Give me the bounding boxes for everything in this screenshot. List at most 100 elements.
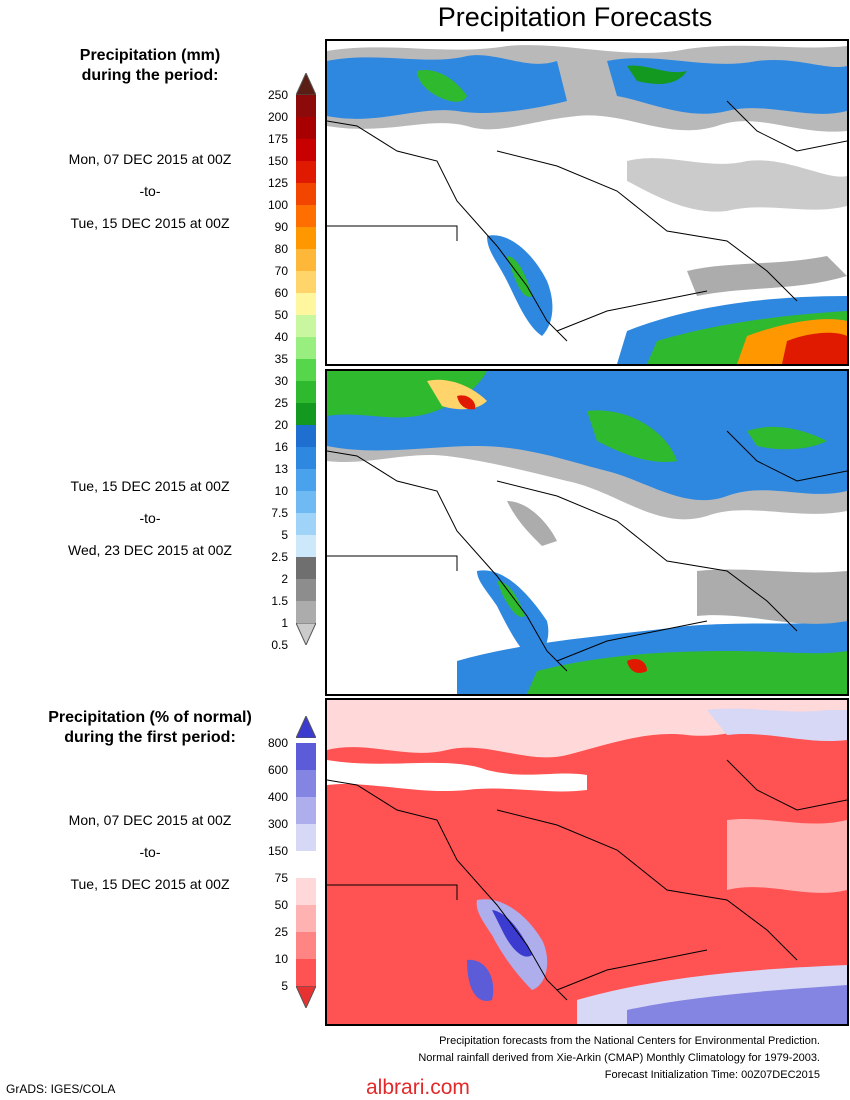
mm-scale-cell bbox=[296, 403, 316, 425]
period-3-start: Mon, 07 DEC 2015 at 00Z bbox=[68, 812, 232, 828]
mm-scale-tick-label: 175 bbox=[267, 132, 288, 146]
mm-scale-tick-label: 35 bbox=[274, 352, 288, 366]
footer-notes: Precipitation forecasts from the Nationa… bbox=[418, 1033, 820, 1084]
mm-scale-cell bbox=[296, 579, 316, 601]
mm-scale-tick-label: 1 bbox=[281, 616, 288, 630]
mm-scale-cell bbox=[296, 469, 316, 491]
mm-scale-tick-label: 1.5 bbox=[271, 594, 288, 608]
grads-credit: GrADS: IGES/COLA bbox=[6, 1082, 116, 1096]
mm-scale-tick-label: 30 bbox=[274, 374, 288, 388]
mm-scale-cell bbox=[296, 491, 316, 513]
footer-line-2: Normal rainfall derived from Xie-Arkin (… bbox=[418, 1052, 820, 1064]
map-precip-period-2 bbox=[325, 369, 849, 696]
pct-scale-cell bbox=[296, 878, 316, 905]
pct-scale-cell bbox=[296, 905, 316, 932]
mm-scale-cell bbox=[296, 425, 316, 447]
mm-scale-cell bbox=[296, 293, 316, 315]
mm-scale-cell bbox=[296, 139, 316, 161]
mm-scale-tick-label: 250 bbox=[267, 88, 288, 102]
pct-scale-tick-label: 150 bbox=[267, 844, 288, 858]
pct-scale-cell bbox=[296, 932, 316, 959]
watermark: albrari.com bbox=[366, 1076, 470, 1099]
mm-scale-tick-label: 100 bbox=[267, 198, 288, 212]
mm-scale-tick-label: 25 bbox=[274, 396, 288, 410]
period-3-label: Mon, 07 DEC 2015 at 00Z -to- Tue, 15 DEC… bbox=[30, 804, 270, 900]
footer-line-1: Precipitation forecasts from the Nationa… bbox=[439, 1035, 820, 1047]
period-2-sep: -to- bbox=[139, 510, 161, 526]
mm-scale-tick-label: 2 bbox=[281, 572, 288, 586]
mm-scale-cell bbox=[296, 227, 316, 249]
mm-scale-cell bbox=[296, 161, 316, 183]
pct-scale-cell bbox=[296, 743, 316, 770]
mm-scale-cell bbox=[296, 117, 316, 139]
pct-scale-top-arrow bbox=[296, 716, 316, 738]
mm-scale-cell bbox=[296, 337, 316, 359]
mm-scale-tick-label: 16 bbox=[274, 440, 288, 454]
period-2-start: Tue, 15 DEC 2015 at 00Z bbox=[70, 478, 230, 494]
mm-scale-tick-label: 200 bbox=[267, 110, 288, 124]
pct-scale-cell bbox=[296, 851, 316, 878]
mm-scale-cell bbox=[296, 205, 316, 227]
mm-scale-cell bbox=[296, 183, 316, 205]
period-1-start: Mon, 07 DEC 2015 at 00Z bbox=[68, 151, 232, 167]
pct-scale-tick-label: 300 bbox=[267, 817, 288, 831]
pct-scale-cell bbox=[296, 770, 316, 797]
mm-scale-tick-label: 7.5 bbox=[271, 506, 288, 520]
mm-scale-tick-label: 10 bbox=[274, 484, 288, 498]
mm-scale-tick-label: 13 bbox=[274, 462, 288, 476]
mm-scale-tick-label: 50 bbox=[274, 308, 288, 322]
mm-scale-tick-label: 40 bbox=[274, 330, 288, 344]
mm-scale-cell bbox=[296, 271, 316, 293]
pct-scale-cell bbox=[296, 797, 316, 824]
mm-scale-cell bbox=[296, 315, 316, 337]
period-2-label: Tue, 15 DEC 2015 at 00Z -to- Wed, 23 DEC… bbox=[30, 470, 270, 566]
mm-scale-tick-label: 150 bbox=[267, 154, 288, 168]
mm-scale-tick-label: 80 bbox=[274, 242, 288, 256]
mm-scale-cell bbox=[296, 535, 316, 557]
mm-scale-bottom-arrow bbox=[296, 623, 316, 645]
mm-scale-tick-label: 0.5 bbox=[271, 638, 288, 652]
period-1-label: Mon, 07 DEC 2015 at 00Z -to- Tue, 15 DEC… bbox=[30, 143, 270, 239]
pct-scale-tick-label: 10 bbox=[274, 952, 288, 966]
page-title: Precipitation Forecasts bbox=[437, 2, 713, 32]
mm-scale-tick-label: 5 bbox=[281, 528, 288, 542]
pct-scale-tick-label: 800 bbox=[267, 736, 288, 750]
mm-scale-top-arrow bbox=[296, 73, 316, 95]
map-precip-period-1 bbox=[325, 39, 849, 366]
period-1-end: Tue, 15 DEC 2015 at 00Z bbox=[70, 215, 230, 231]
map-precip-percent-normal bbox=[325, 698, 849, 1026]
mm-legend-heading-line1: Precipitation (mm) bbox=[79, 47, 221, 64]
mm-scale-cell bbox=[296, 513, 316, 535]
pct-legend-heading-line2: during the first period: bbox=[64, 729, 236, 746]
mm-scale-tick-label: 70 bbox=[274, 264, 288, 278]
period-3-sep: -to- bbox=[139, 844, 161, 860]
period-3-end: Tue, 15 DEC 2015 at 00Z bbox=[70, 876, 230, 892]
mm-scale-cell bbox=[296, 359, 316, 381]
mm-scale-tick-label: 125 bbox=[267, 176, 288, 190]
pct-scale-tick-label: 25 bbox=[274, 925, 288, 939]
pct-scale-tick-label: 400 bbox=[267, 790, 288, 804]
pct-scale-tick-label: 50 bbox=[274, 898, 288, 912]
pct-scale-tick-label: 600 bbox=[267, 763, 288, 777]
pct-legend-heading-line1: Precipitation (% of normal) bbox=[48, 709, 252, 726]
mm-scale-cell bbox=[296, 601, 316, 623]
mm-scale-tick-label: 60 bbox=[274, 286, 288, 300]
mm-scale-cell bbox=[296, 95, 316, 117]
mm-legend-heading: Precipitation (mm) during the period: bbox=[20, 46, 280, 86]
pct-scale-cell bbox=[296, 959, 316, 986]
mm-scale-cell bbox=[296, 557, 316, 579]
pct-legend-heading: Precipitation (% of normal) during the f… bbox=[20, 708, 280, 748]
mm-scale-cell bbox=[296, 381, 316, 403]
period-1-sep: -to- bbox=[139, 183, 161, 199]
pct-scale-tick-label: 75 bbox=[274, 871, 288, 885]
mm-scale-tick-label: 20 bbox=[274, 418, 288, 432]
footer-line-3: Forecast Initialization Time: 00Z07DEC20… bbox=[604, 1069, 820, 1081]
mm-scale-tick-label: 90 bbox=[274, 220, 288, 234]
period-2-end: Wed, 23 DEC 2015 at 00Z bbox=[68, 542, 232, 558]
pct-scale-tick-label: 5 bbox=[281, 979, 288, 993]
mm-scale-cell bbox=[296, 447, 316, 469]
pct-scale-cell bbox=[296, 824, 316, 851]
pct-scale-bottom-arrow bbox=[296, 986, 316, 1008]
mm-scale-cell bbox=[296, 249, 316, 271]
mm-scale-tick-label: 2.5 bbox=[271, 550, 288, 564]
